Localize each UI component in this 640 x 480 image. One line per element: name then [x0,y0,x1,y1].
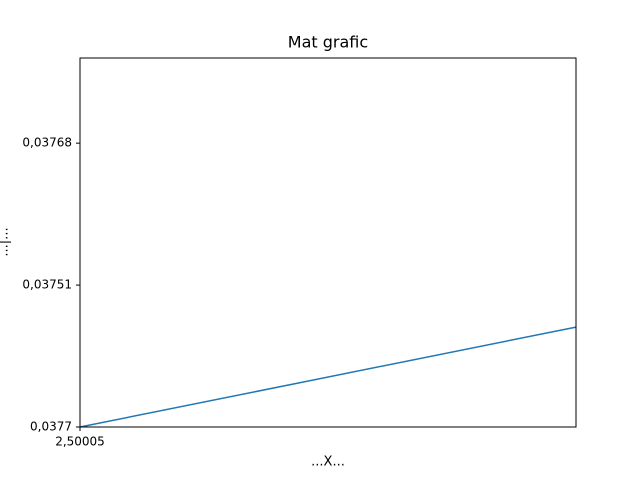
y-tick-label: 0,03751 [22,278,72,292]
plot-frame [79,57,577,428]
y-tick-label: 0,0377 [30,420,72,434]
x-tick-label: 2,50005 [55,435,105,449]
x-axis-label: ...X... [311,455,345,470]
data-line [79,326,577,428]
y-axis-label: ...|... [0,227,12,256]
y-tick-label: 0,03768 [22,136,72,150]
chart-title: Mat grafic [288,33,368,52]
